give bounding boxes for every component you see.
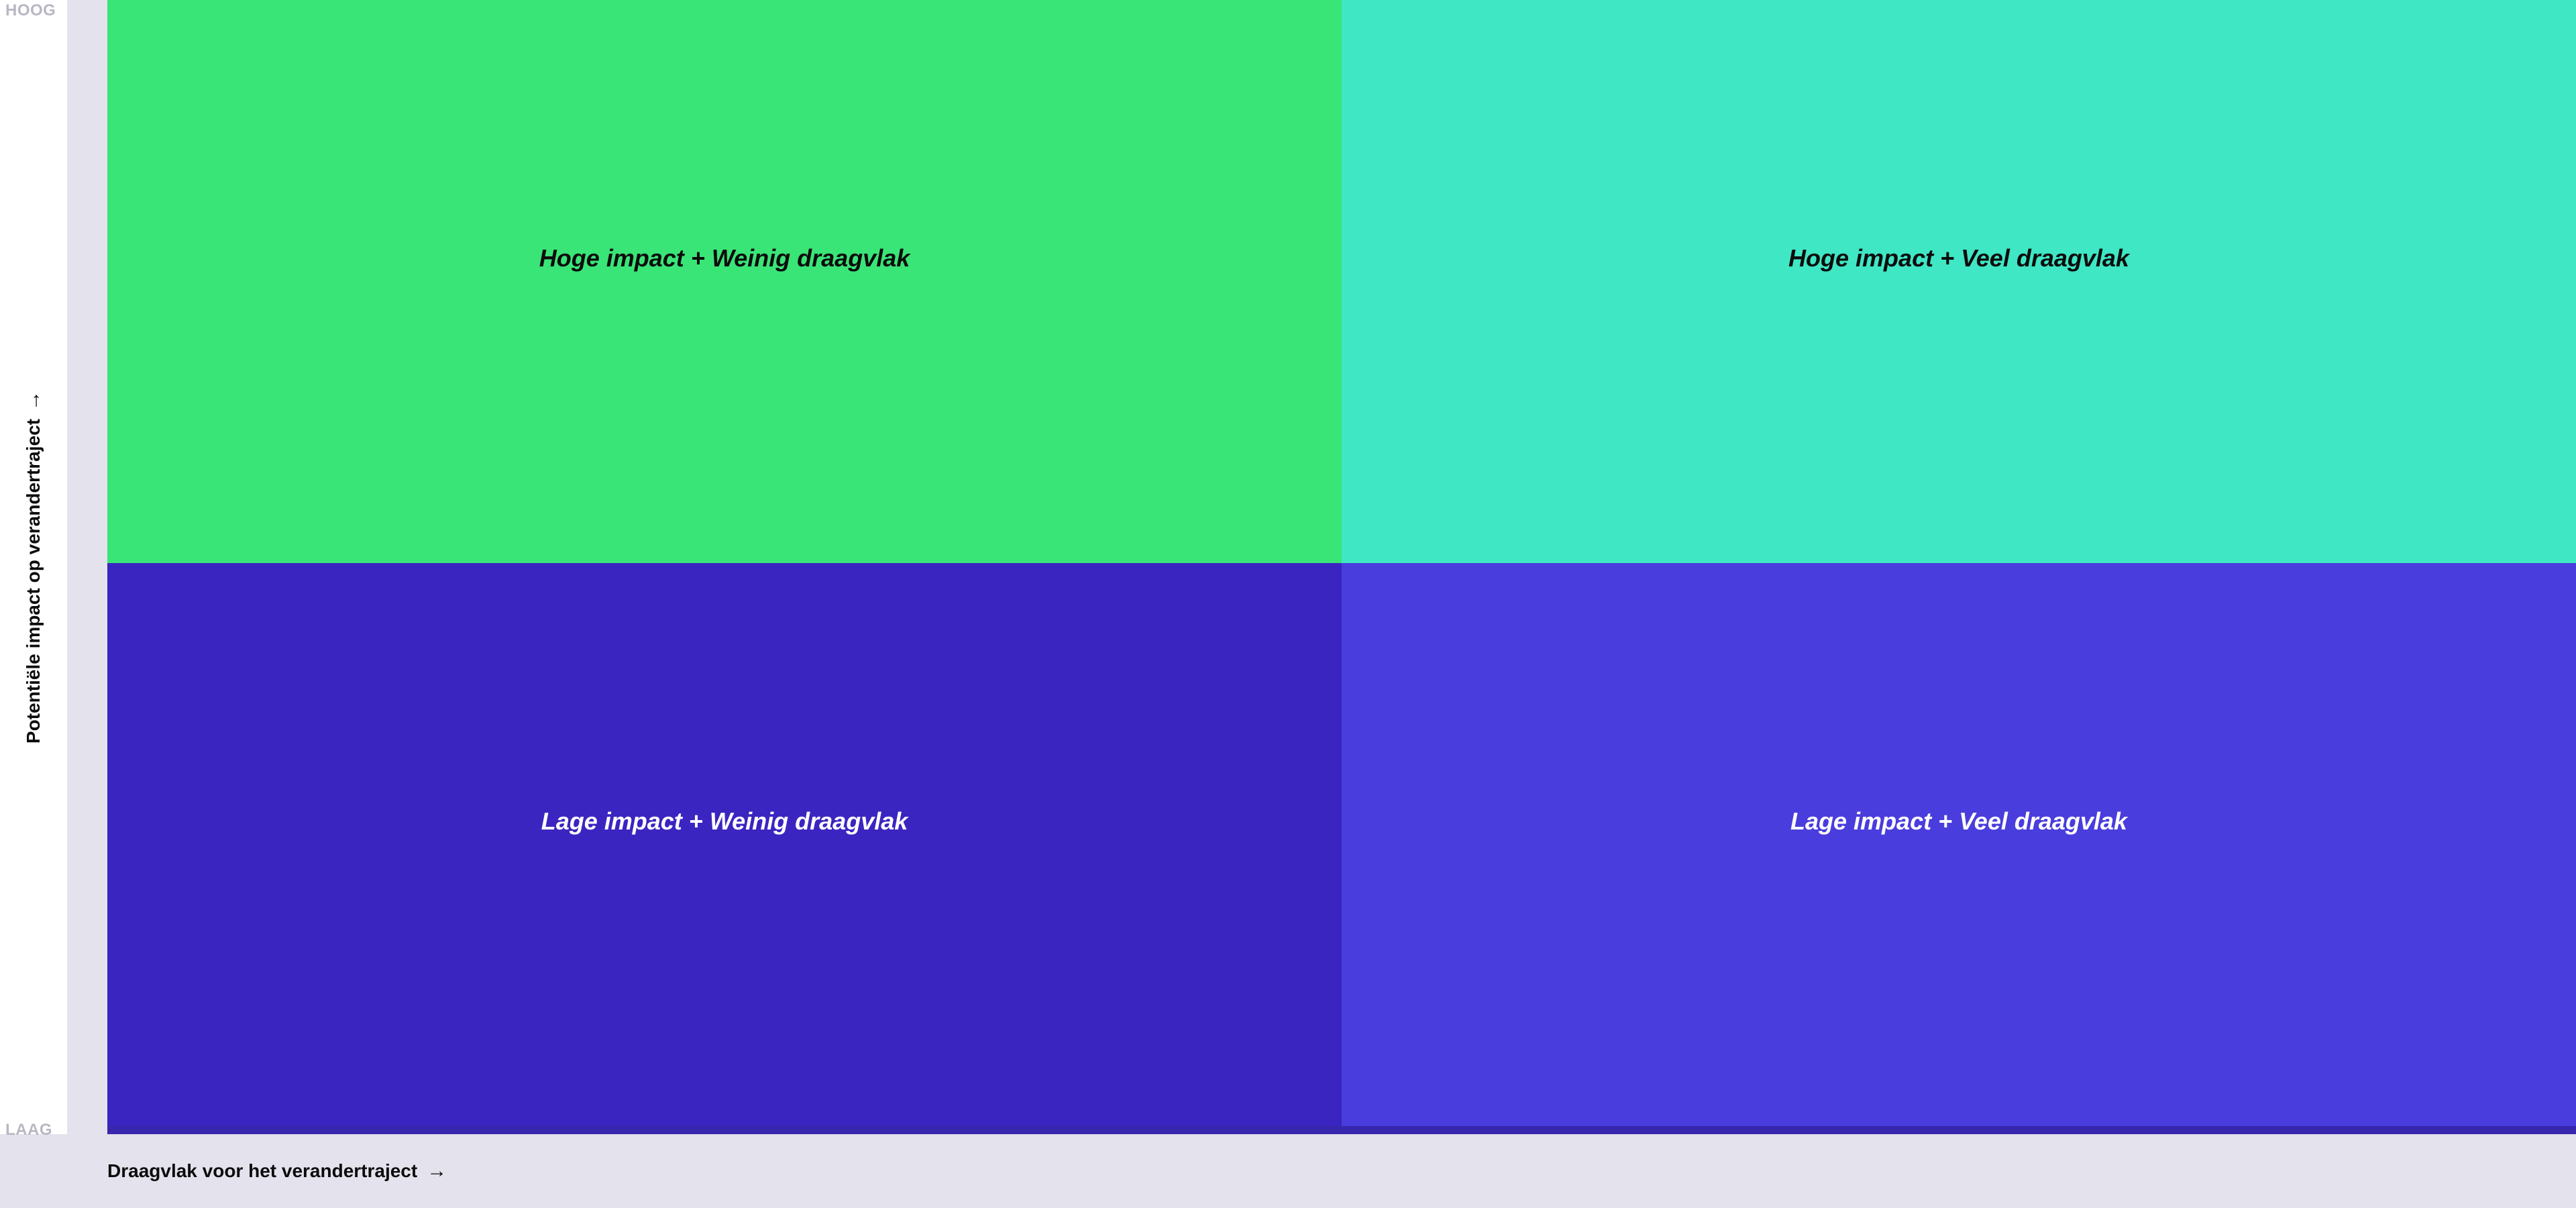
quadrant-bottom-left-label: Lage impact + Weinig draagvlak <box>541 807 908 836</box>
y-axis-label: Potentiële impact op verandertraject → <box>23 391 44 744</box>
y-axis: HOOG Potentiële impact op verandertrajec… <box>0 0 67 1134</box>
quadrant-top-right-label: Hoge impact + Veel draagvlak <box>1788 244 2129 272</box>
y-axis-high-label: HOOG <box>5 1 56 20</box>
y-axis-low-label: LAAG <box>5 1121 52 1140</box>
x-axis: Draagvlak voor het verandertraject → <box>0 1134 2576 1208</box>
quadrant-bottom-right-label: Lage impact + Veel draagvlak <box>1790 807 2127 836</box>
arrow-right-icon: → <box>427 1161 447 1181</box>
y-axis-label-text: Potentiële impact op verandertraject <box>23 419 44 744</box>
quadrant-bottom-right: Lage impact + Veel draagvlak <box>1342 563 2576 1126</box>
x-axis-label-text: Draagvlak voor het verandertraject <box>107 1160 417 1182</box>
arrow-right-icon: → <box>23 391 44 411</box>
quadrant-grid: Hoge impact + Weinig draagvlak Hoge impa… <box>107 0 2576 1126</box>
quadrant-top-left-label: Hoge impact + Weinig draagvlak <box>539 244 910 272</box>
quadrant-top-right: Hoge impact + Veel draagvlak <box>1342 0 2576 563</box>
plot-bottom-border <box>107 1126 2576 1134</box>
quadrant-bottom-left: Lage impact + Weinig draagvlak <box>107 563 1342 1126</box>
plot-area: Hoge impact + Weinig draagvlak Hoge impa… <box>67 0 2576 1134</box>
quadrant-diagram: HOOG Potentiële impact op verandertrajec… <box>0 0 2576 1208</box>
quadrant-top-left: Hoge impact + Weinig draagvlak <box>107 0 1342 563</box>
